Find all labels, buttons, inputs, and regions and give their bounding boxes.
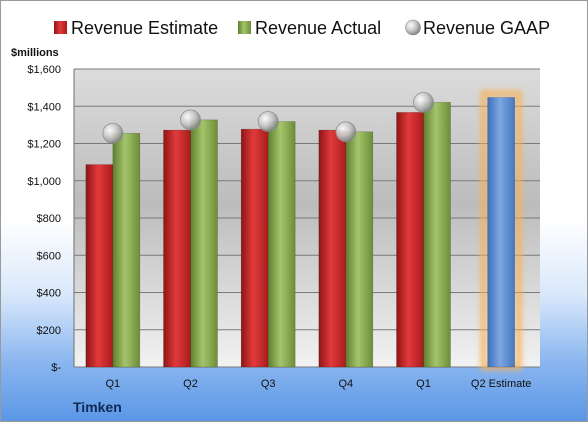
revenue-actual-bar [112, 132, 141, 368]
revenue-gaap-marker [335, 121, 357, 143]
y-tick-label: $200 [37, 325, 61, 337]
revenue-estimate-bar [85, 164, 114, 368]
q2-estimate-bar [487, 97, 515, 368]
revenue-gaap-marker [102, 122, 124, 144]
revenue-gaap-marker [413, 91, 434, 113]
legend-swatch [238, 21, 251, 34]
revenue-actual-bar [267, 121, 296, 368]
legend-swatch [54, 21, 67, 34]
x-tick-label: Q1 [105, 378, 120, 390]
x-tick-label: Q4 [338, 378, 353, 390]
y-tick-label: $400 [37, 288, 61, 300]
y-tick-label: $- [51, 362, 61, 374]
legend-label: Revenue GAAP [423, 18, 550, 38]
y-tick-label: $1,000 [27, 176, 61, 188]
x-tick-label: Q3 [261, 378, 276, 390]
y-tick-label: $600 [37, 250, 61, 262]
x-tick-label: Q1 [416, 378, 431, 390]
y-axis-unit-label: $millions [11, 47, 59, 59]
revenue-estimate-bar [240, 128, 269, 368]
x-tick-label: Q2 [183, 378, 198, 390]
y-tick-label: $1,200 [27, 139, 61, 151]
y-tick-label: $1,400 [27, 101, 61, 113]
revenue-estimate-bar [163, 129, 191, 368]
y-tick-label: $800 [37, 213, 61, 225]
legend-swatch [405, 19, 421, 36]
revenue-gaap-marker [180, 109, 201, 131]
y-tick-label: $1,600 [27, 64, 61, 76]
revenue-actual-bar [345, 131, 374, 368]
revenue-actual-bar [190, 119, 218, 368]
revenue-actual-bar [423, 102, 451, 368]
company-name: Timken [73, 399, 122, 415]
x-tick-label: Q2 Estimate [471, 378, 532, 390]
legend-label: Revenue Estimate [71, 18, 218, 38]
revenue-estimate-bar [318, 129, 347, 368]
legend-label: Revenue Actual [255, 18, 381, 38]
revenue-estimate-bar [396, 112, 424, 368]
legend: Revenue Estimate Revenue Actual Revenue GA… [54, 18, 550, 38]
revenue-gaap-marker [257, 111, 279, 132]
